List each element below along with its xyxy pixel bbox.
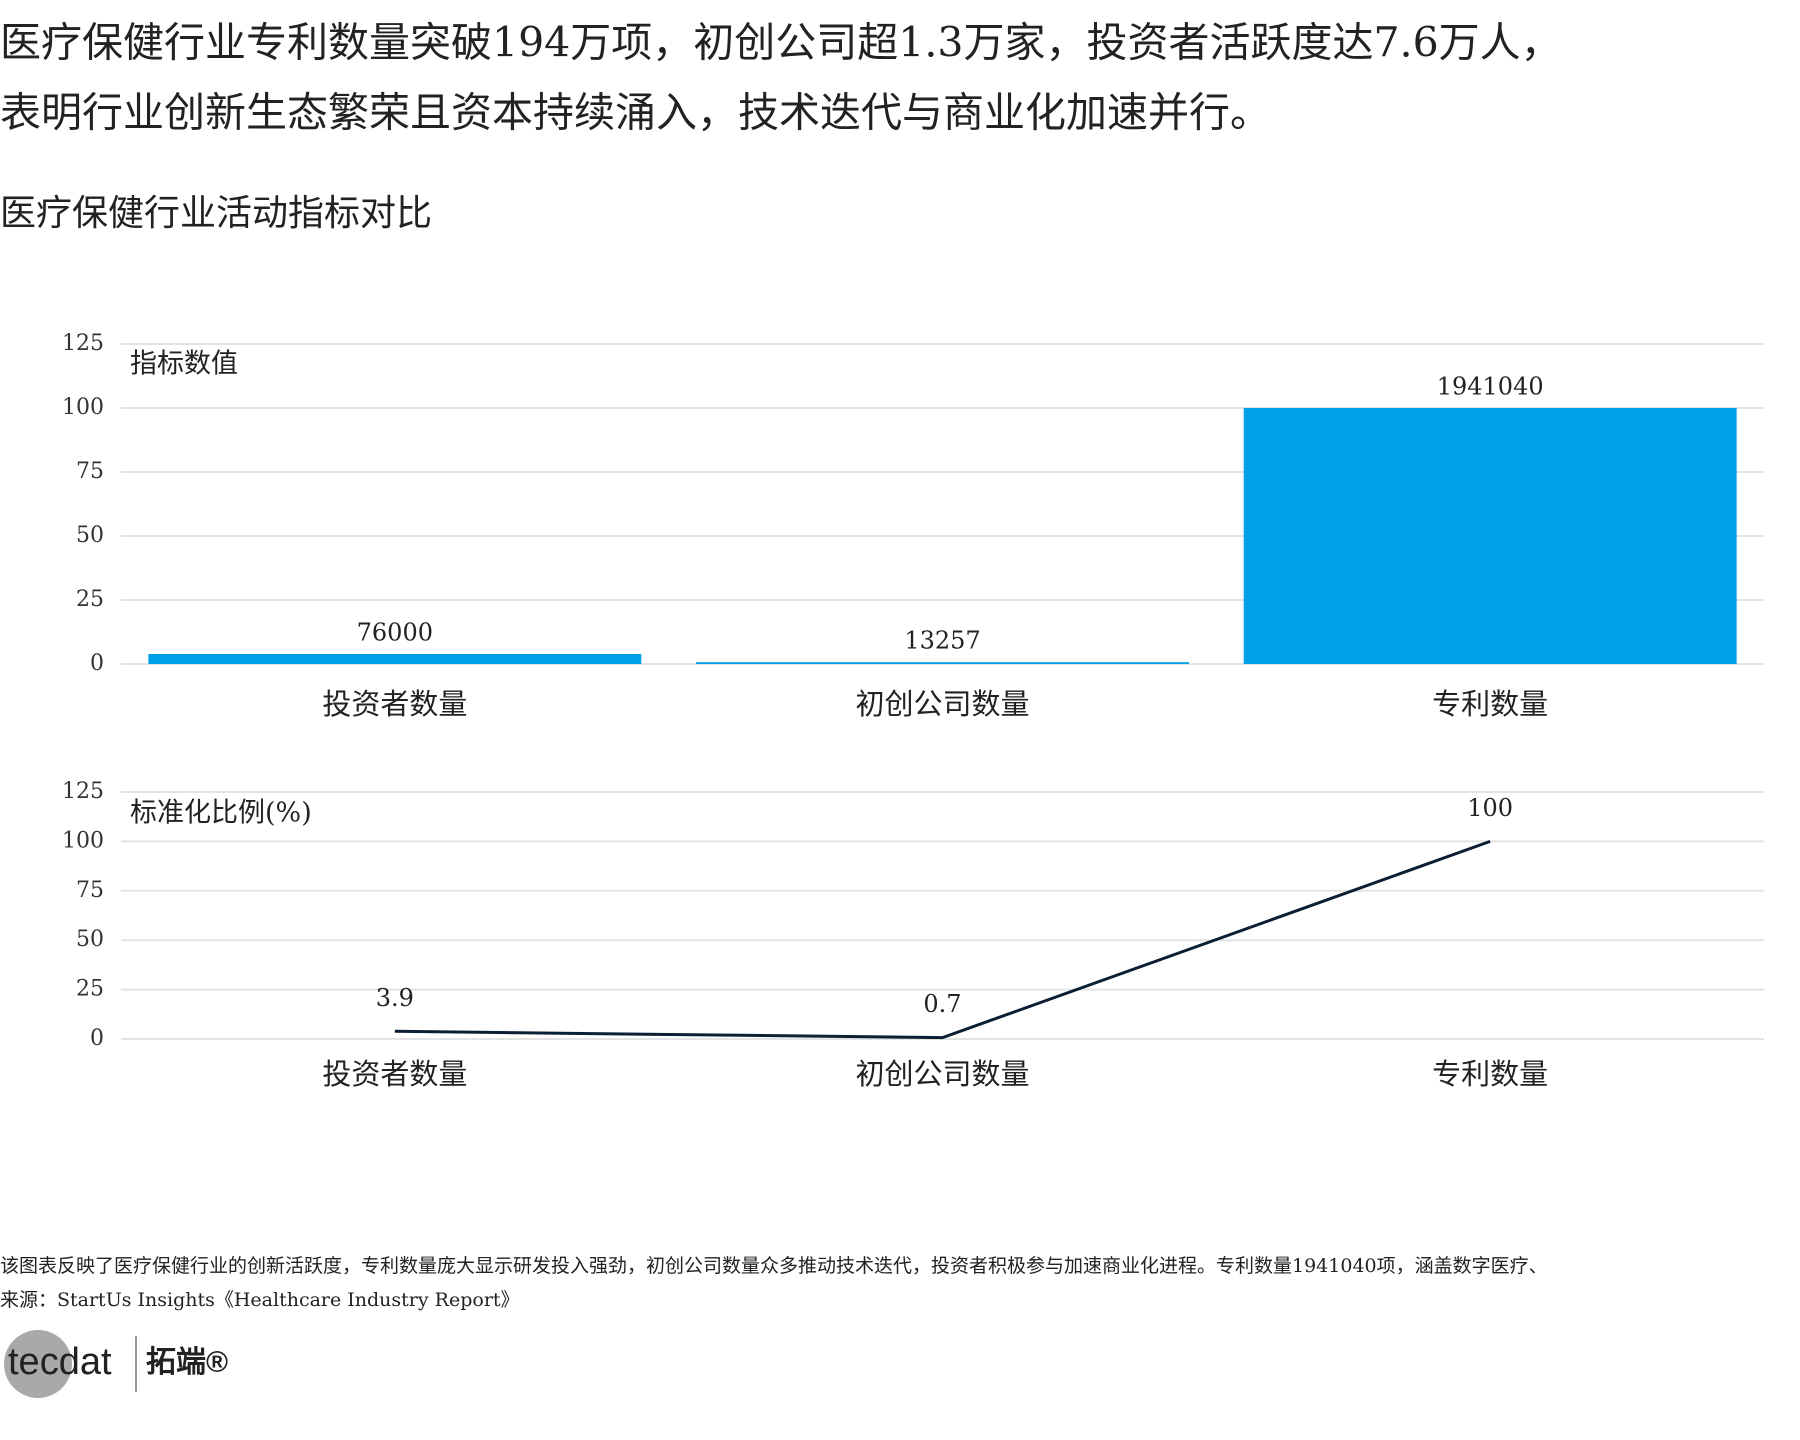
y-axis-label: 标准化比例(%) — [130, 798, 312, 829]
y-tick-label: 75 — [76, 878, 104, 903]
data-label: 3.9 — [376, 984, 414, 1012]
y-tick-label: 0 — [90, 651, 104, 676]
bar — [1243, 408, 1737, 664]
line — [394, 839, 1491, 1040]
title-line: 表明行业创新生态繁荣且资本持续涌入，技术迭代与商业化加速并行。 — [0, 89, 1271, 137]
y-axis-label: 指标数值 — [130, 349, 238, 380]
y-tick-label: 0 — [90, 1026, 104, 1051]
y-tick-label: 25 — [76, 587, 104, 612]
footnote: 该图表反映了医疗保健行业的创新活跃度，专利数量庞大显示研发投入强劲，初创公司数量… — [0, 1255, 1548, 1277]
x-tick-label: 专利数量 — [1432, 687, 1548, 721]
bar — [696, 662, 1189, 664]
logo: tecdat 拓端® — [4, 1330, 228, 1398]
y-tick-label: 25 — [76, 977, 104, 1002]
y-tick-label: 100 — [62, 828, 104, 853]
x-tick-label: 专利数量 — [1432, 1057, 1548, 1091]
y-tick-label: 50 — [76, 523, 104, 548]
y-tick-label: 50 — [76, 927, 104, 952]
x-tick-label: 初创公司数量 — [855, 687, 1029, 721]
y-tick-label: 75 — [76, 459, 104, 484]
y-tick-label: 125 — [62, 331, 104, 356]
logo-circle — [4, 1330, 72, 1398]
x-tick-label: 初创公司数量 — [855, 1057, 1029, 1091]
data-label: 1941040 — [1437, 373, 1544, 401]
title-line: 医疗保健行业专利数量突破194万项，初创公司超1.3万家，投资者活跃度达7.6万… — [0, 19, 1562, 67]
data-label: 13257 — [904, 627, 980, 655]
y-tick-label: 100 — [62, 395, 104, 420]
logo-text: tecdat — [8, 1341, 112, 1383]
x-tick-label: 投资者数量 — [322, 1057, 467, 1091]
source: 来源：StartUs Insights《Healthcare Industry … — [0, 1289, 520, 1311]
subtitle: 医疗保健行业活动指标对比 — [0, 193, 432, 234]
data-label: 76000 — [357, 619, 433, 647]
y-tick-label: 125 — [62, 779, 104, 804]
bar — [148, 654, 642, 664]
logo-text: 拓端® — [146, 1346, 228, 1379]
data-label: 0.7 — [923, 990, 961, 1018]
data-label: 100 — [1467, 794, 1513, 822]
x-tick-label: 投资者数量 — [322, 687, 467, 721]
